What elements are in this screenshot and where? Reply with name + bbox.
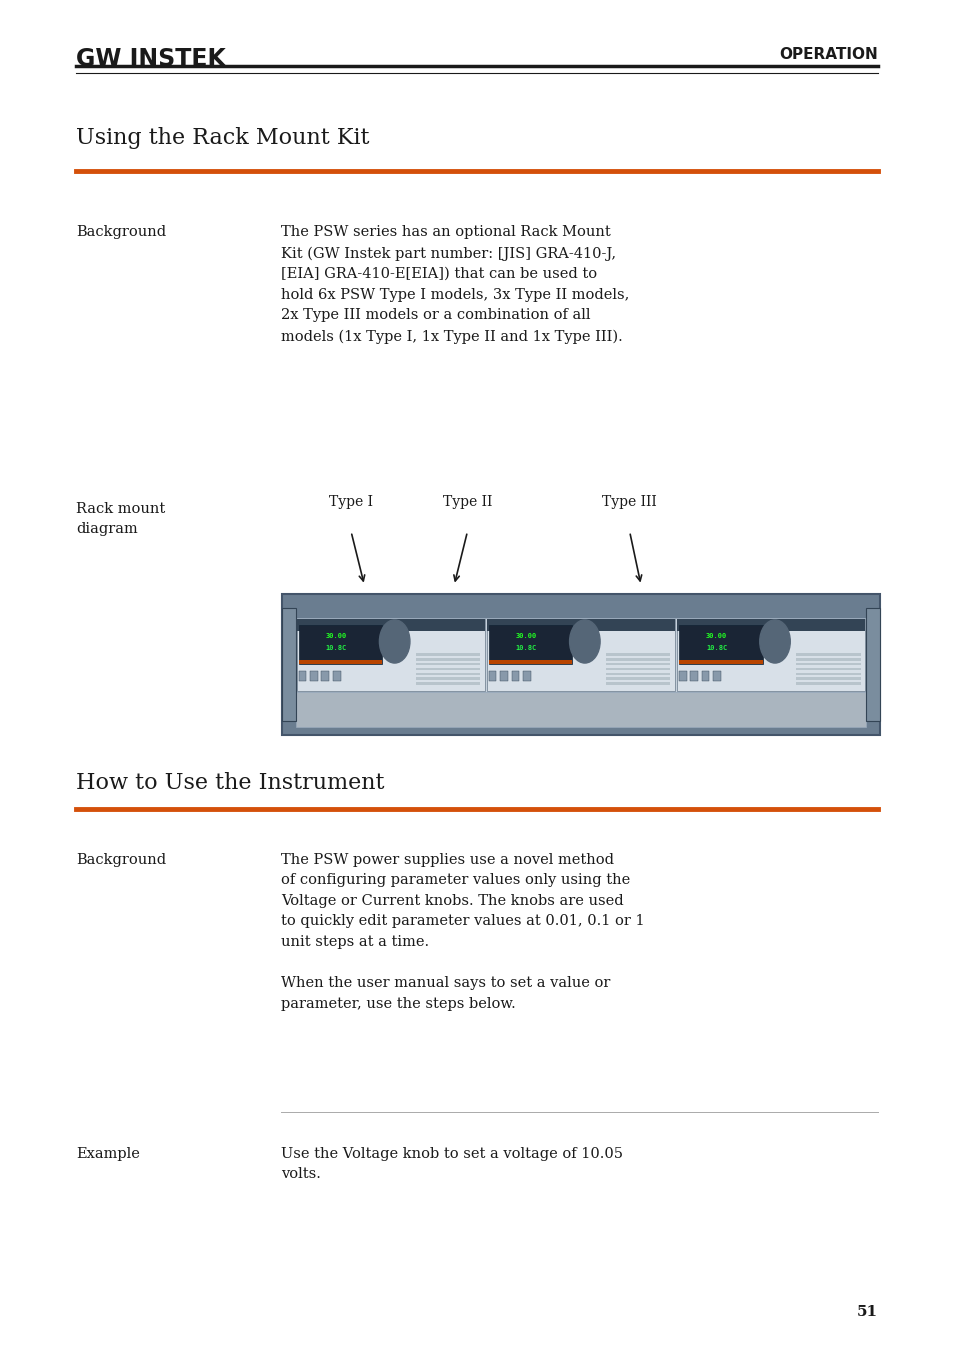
Bar <box>679 625 761 664</box>
Bar <box>795 653 860 656</box>
Text: Rack mount
diagram: Rack mount diagram <box>76 502 166 537</box>
Bar <box>282 594 879 735</box>
Bar <box>605 668 670 670</box>
Text: Background: Background <box>76 853 166 866</box>
Circle shape <box>379 621 410 664</box>
Text: 30.00: 30.00 <box>325 633 347 638</box>
Bar <box>795 662 860 665</box>
Bar <box>679 672 686 681</box>
Text: Example: Example <box>76 1147 140 1160</box>
Bar <box>679 660 761 664</box>
Bar <box>488 625 572 664</box>
Text: Using the Rack Mount Kit: Using the Rack Mount Kit <box>76 127 370 148</box>
Text: 30.00: 30.00 <box>516 633 537 638</box>
Text: Type III: Type III <box>601 495 657 509</box>
Bar <box>690 672 698 681</box>
Text: 10.8C: 10.8C <box>325 645 347 650</box>
Text: How to Use the Instrument: How to Use the Instrument <box>76 772 384 793</box>
Text: OPERATION: OPERATION <box>778 47 877 62</box>
Bar <box>486 619 675 691</box>
Bar <box>282 607 295 720</box>
Bar <box>605 673 670 674</box>
Text: 30.00: 30.00 <box>705 633 726 638</box>
Bar <box>488 660 572 664</box>
Bar <box>605 683 670 685</box>
Bar <box>605 653 670 656</box>
Text: Background: Background <box>76 225 166 239</box>
Bar <box>605 677 670 680</box>
Text: Type II: Type II <box>442 495 492 509</box>
Bar <box>295 692 865 727</box>
Bar <box>416 668 479 670</box>
Bar <box>333 672 340 681</box>
Bar <box>321 672 329 681</box>
Bar <box>416 658 479 661</box>
Bar <box>795 673 860 674</box>
Bar <box>865 607 879 720</box>
Bar <box>795 668 860 670</box>
Text: GW INSTEK: GW INSTEK <box>76 47 226 71</box>
Bar <box>795 658 860 661</box>
Bar <box>416 653 479 656</box>
Bar <box>511 672 518 681</box>
Bar <box>295 618 865 692</box>
Bar <box>677 619 864 691</box>
Bar <box>310 672 317 681</box>
Text: 10.8C: 10.8C <box>516 645 537 650</box>
Bar <box>416 683 479 685</box>
Bar <box>298 625 382 664</box>
Bar <box>296 619 484 631</box>
Bar <box>416 673 479 674</box>
Text: Type I: Type I <box>329 495 373 509</box>
Bar <box>522 672 530 681</box>
Bar <box>677 619 864 631</box>
Bar <box>605 662 670 665</box>
Text: Use the Voltage knob to set a voltage of 10.05
volts.: Use the Voltage knob to set a voltage of… <box>281 1147 622 1182</box>
Bar <box>298 660 382 664</box>
Bar <box>416 677 479 680</box>
Bar <box>795 683 860 685</box>
Circle shape <box>569 621 599 664</box>
Text: 10.8C: 10.8C <box>705 645 726 650</box>
Bar <box>488 672 496 681</box>
Text: The PSW series has an optional Rack Mount
Kit (GW Instek part number: [JIS] GRA-: The PSW series has an optional Rack Moun… <box>281 225 629 344</box>
Bar <box>795 677 860 680</box>
Text: The PSW power supplies use a novel method
of configuring parameter values only u: The PSW power supplies use a novel metho… <box>281 853 644 1010</box>
Text: 51: 51 <box>856 1306 877 1319</box>
Bar <box>416 662 479 665</box>
Bar <box>298 672 306 681</box>
Bar <box>713 672 720 681</box>
Bar <box>486 619 675 631</box>
Bar <box>296 619 484 691</box>
Bar <box>701 672 709 681</box>
Circle shape <box>759 621 789 664</box>
Bar <box>499 672 507 681</box>
Bar <box>605 658 670 661</box>
